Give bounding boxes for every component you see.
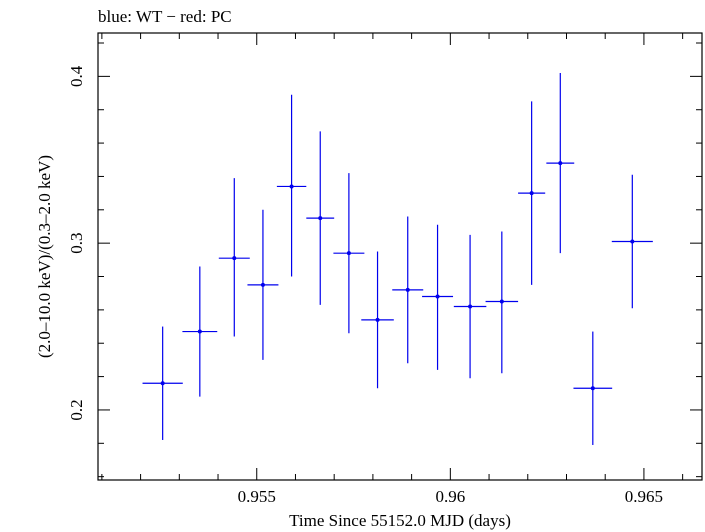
data-marker	[435, 294, 440, 299]
data-point	[546, 73, 575, 254]
data-marker	[405, 287, 410, 292]
data-marker	[499, 299, 504, 304]
data-marker	[590, 386, 595, 391]
tick-labels: 0.955 0.96 0.965 0.2 0.3 0.4	[67, 65, 663, 506]
data-marker	[468, 304, 473, 309]
x-tick-label: 0.955	[238, 487, 276, 506]
axis-ticks	[98, 33, 702, 480]
data-points	[142, 73, 653, 445]
data-point	[392, 216, 424, 364]
data-marker	[346, 251, 351, 256]
data-point	[182, 266, 218, 397]
data-marker	[232, 256, 237, 261]
y-tick-label: 0.2	[67, 399, 86, 420]
data-point	[611, 174, 653, 309]
y-axis-label: (2.0–10.0 keV)/(0.3–2.0 keV)	[35, 155, 54, 358]
data-point	[485, 231, 519, 374]
data-marker	[260, 282, 265, 287]
x-tick-label: 0.96	[435, 487, 465, 506]
data-marker	[630, 239, 635, 244]
data-marker	[375, 317, 380, 322]
data-marker	[558, 161, 563, 166]
data-marker	[529, 191, 534, 196]
data-point	[361, 251, 394, 389]
x-tick-label: 0.965	[625, 487, 663, 506]
data-point	[247, 209, 279, 360]
data-point	[276, 94, 307, 277]
data-point	[518, 101, 546, 285]
data-marker	[289, 184, 294, 189]
y-tick-label: 0.4	[67, 65, 86, 87]
data-point	[218, 178, 250, 337]
data-point	[453, 234, 487, 379]
data-point	[306, 131, 335, 305]
data-marker	[318, 216, 323, 221]
data-point	[573, 331, 613, 445]
data-point	[333, 173, 365, 334]
data-marker	[160, 381, 165, 386]
plot-area-frame	[97, 32, 703, 481]
data-point	[142, 326, 183, 440]
chart-title: blue: WT − red: PC	[98, 7, 232, 26]
data-point	[422, 224, 454, 370]
x-axis-label: Time Since 55152.0 MJD (days)	[289, 511, 511, 530]
y-tick-label: 0.3	[67, 233, 86, 254]
data-marker	[197, 329, 202, 334]
